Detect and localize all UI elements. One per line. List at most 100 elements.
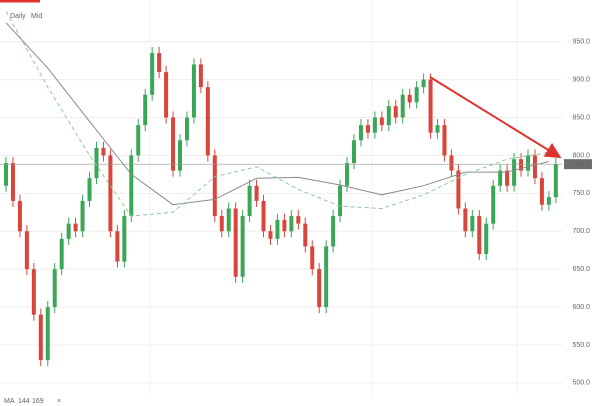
candle-body: [553, 164, 558, 198]
candle-body: [38, 314, 43, 361]
candle-body: [52, 269, 57, 308]
y-tick-label: 700.0: [572, 228, 590, 235]
candle-body: [414, 87, 419, 103]
candle-body: [66, 223, 71, 239]
timeframe-label: Daily: [10, 13, 26, 20]
candle-body: [254, 185, 259, 201]
candle-body: [296, 216, 301, 224]
y-tick-label: 900.0: [572, 76, 590, 83]
candle-body: [519, 159, 524, 171]
candle-body: [407, 94, 412, 103]
moving-average: [5, 22, 550, 206]
candle-body: [477, 216, 482, 254]
y-tick-label: 950.0: [572, 39, 590, 46]
candle-body: [122, 216, 127, 262]
candle-body: [59, 238, 64, 270]
candle-body: [526, 155, 530, 171]
candle-body: [31, 269, 36, 315]
candle-body: [338, 185, 343, 217]
legend-label: 144: [18, 398, 30, 405]
legend-label: 169: [32, 398, 44, 405]
candle-body: [101, 147, 106, 156]
candle-body: [87, 178, 92, 201]
candle-body: [143, 94, 148, 126]
y-tick-label: 600.0: [572, 304, 590, 311]
candle-body: [386, 106, 391, 126]
candle-body: [226, 208, 231, 232]
candle-body: [379, 117, 384, 126]
candle-body: [470, 216, 475, 232]
candle-body: [80, 200, 85, 232]
candle-body: [24, 231, 29, 270]
candle-body: [317, 269, 322, 308]
candle-body: [345, 163, 350, 186]
candle-body: [463, 208, 468, 232]
candle-body: [17, 200, 22, 232]
candle-body: [310, 246, 315, 270]
candle-body: [136, 125, 141, 156]
last-price-box: [564, 159, 592, 170]
candle-body: [393, 106, 398, 118]
candle-body: [150, 53, 155, 95]
y-tick-label: 550.0: [572, 342, 590, 349]
candle-body: [372, 117, 377, 133]
trend-arrow: [429, 76, 562, 159]
candle-body: [532, 155, 537, 179]
candle-body: [233, 208, 238, 277]
indicator-label: MA: [4, 398, 15, 405]
candle-body: [275, 219, 280, 239]
candle-body: [484, 223, 489, 254]
candle-body: [435, 125, 440, 133]
candle-body: [247, 185, 252, 217]
candle-body: [198, 64, 203, 88]
candle-body: [129, 155, 134, 217]
candle-body: [94, 147, 99, 179]
candle-body: [505, 170, 510, 186]
candle-body: [365, 125, 370, 133]
candle-body: [282, 219, 287, 232]
candle-body: [421, 79, 426, 88]
candle-body: [331, 216, 336, 247]
y-tick-label: 650.0: [572, 266, 590, 273]
y-tick-label: 800.0: [572, 152, 590, 159]
candle-body: [352, 140, 356, 164]
candle-body: [491, 185, 496, 224]
candle-body: [546, 197, 551, 205]
candle-body: [289, 216, 294, 232]
candle-body: [191, 64, 196, 118]
candle-body: [157, 53, 162, 73]
candle-body: [400, 94, 405, 118]
candle-body: [219, 216, 224, 232]
candle-body: [512, 159, 517, 186]
candle-body: [4, 163, 8, 186]
candle-body: [205, 87, 210, 156]
y-tick-label: 850.0: [572, 114, 590, 121]
candle-body: [442, 125, 447, 156]
candle-body: [449, 155, 454, 171]
candle-body: [212, 155, 217, 217]
candle-body: [428, 79, 433, 133]
candle-body: [171, 117, 176, 171]
candle-body: [539, 178, 544, 205]
candle-body: [184, 117, 189, 141]
candle-body: [324, 246, 329, 308]
candle-body: [268, 231, 273, 239]
candle-body: [303, 223, 308, 247]
candle-body: [456, 170, 461, 209]
y-tick-label: 500.0: [572, 380, 590, 387]
candle-body: [178, 140, 182, 171]
y-tick-label: 750.0: [572, 190, 590, 197]
candle-body: [45, 307, 50, 361]
close-icon[interactable]: ×: [57, 398, 61, 405]
candle-body: [240, 216, 245, 277]
timeframe-label: Mid: [31, 13, 42, 20]
candle-body: [73, 223, 78, 232]
candle-body: [164, 72, 169, 118]
last-price-label: 788.5: [572, 161, 590, 168]
candle-body: [10, 163, 15, 201]
moving-average: [5, 11, 549, 217]
candle-body: [108, 155, 113, 232]
candle-body: [358, 125, 363, 141]
